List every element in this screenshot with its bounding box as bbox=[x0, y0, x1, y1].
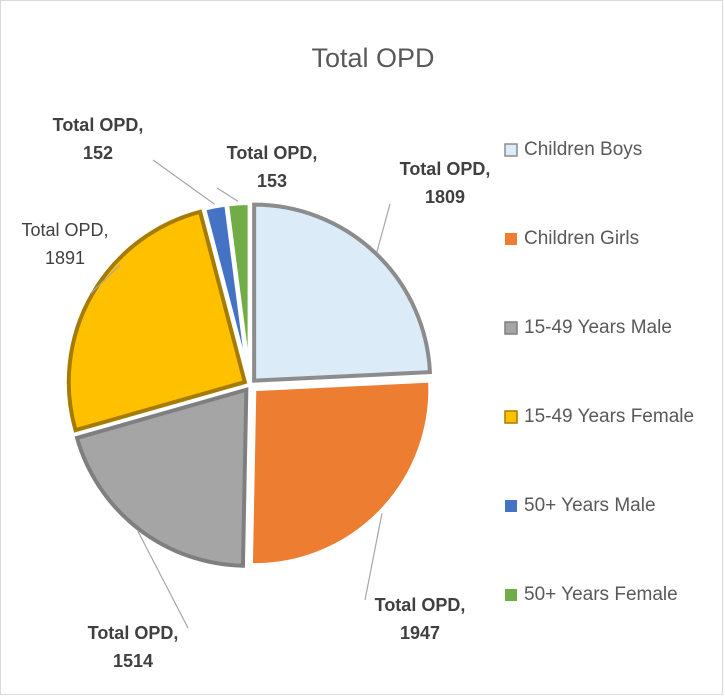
legend-label: Children Boys bbox=[524, 139, 642, 160]
leader-line bbox=[216, 187, 239, 202]
data-label: Total OPD, 1947 bbox=[375, 595, 466, 643]
legend-label: 50+ Years Female bbox=[524, 584, 678, 605]
legend-swatch bbox=[505, 233, 517, 245]
data-label: Total OPD, 1891 bbox=[21, 220, 108, 268]
legend-label: 50+ Years Male bbox=[524, 495, 656, 516]
leader-line bbox=[364, 513, 383, 601]
legend-label: 15-49 Years Male bbox=[524, 317, 672, 338]
legend-swatch bbox=[505, 589, 517, 601]
pie-slice bbox=[252, 202, 433, 383]
data-label: Total OPD, 1809 bbox=[400, 159, 491, 207]
data-label: Total OPD, 1514 bbox=[88, 623, 179, 671]
leader-line bbox=[152, 159, 216, 205]
pie-slice bbox=[66, 209, 248, 433]
legend-swatch bbox=[504, 410, 518, 424]
leader-line bbox=[89, 264, 121, 295]
chart-title: Total OPD bbox=[311, 43, 434, 73]
pie-slice bbox=[248, 378, 433, 568]
legend-swatch bbox=[504, 143, 518, 157]
data-label: Total OPD, 153 bbox=[227, 143, 318, 191]
leader-line bbox=[137, 530, 189, 629]
legend-label: 15-49 Years Female bbox=[524, 406, 694, 427]
data-label: Total OPD, 152 bbox=[53, 115, 144, 163]
legend-swatch bbox=[504, 321, 518, 335]
pie-slice bbox=[74, 387, 249, 568]
legend-swatch bbox=[505, 500, 517, 512]
legend-label: Children Girls bbox=[524, 228, 639, 249]
pie-slice bbox=[224, 201, 252, 380]
leader-line bbox=[376, 203, 391, 252]
